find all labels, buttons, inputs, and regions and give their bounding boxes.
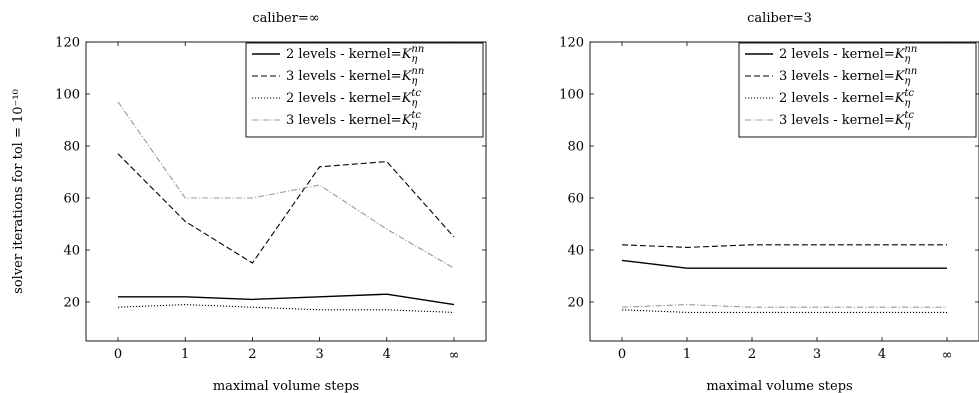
series-line-3: [117, 304, 455, 313]
y-tick-label: 120: [559, 36, 584, 51]
y-tick-label: 100: [559, 88, 584, 103]
legend-entry: 2 levels - kernel=Kηtc: [286, 88, 421, 109]
y-tick-label: 20: [567, 296, 584, 311]
series-line-1: [118, 293, 455, 306]
x-tick-label: 0: [618, 347, 626, 362]
x-tick-label: ∞: [449, 348, 460, 363]
legend-entry: 2 levels - kernel=Kηtc: [779, 88, 914, 109]
x-tick-label: ∞: [942, 348, 953, 363]
y-tick-label: 40: [567, 244, 584, 259]
chart-title: caliber=3: [747, 11, 812, 26]
y-tick-label: 120: [55, 36, 80, 51]
legend-entry: 2 levels - kernel=Kηnn: [286, 44, 424, 65]
y-axis-label: solver iterations for tol = 10⁻¹⁰: [11, 89, 26, 294]
legend-entry: 3 levels - kernel=Kηnn: [286, 66, 424, 87]
y-tick-label: 80: [567, 140, 584, 155]
y-tick-label: 80: [63, 140, 80, 155]
x-tick-label: 1: [181, 347, 189, 362]
plot-frame: [589, 41, 979, 342]
legend-entry: 2 levels - kernel=Kηnn: [779, 44, 917, 65]
y-tick-label: 100: [55, 88, 80, 103]
x-tick-label: 2: [748, 347, 756, 362]
legend-entry: 3 levels - kernel=Kηtc: [779, 110, 914, 131]
legend-box: [738, 42, 977, 138]
chart-panel-2: 20 40 60 80 100 120 0 1 2 3 4 ∞ caliber=3 maximal vol…: [559, 11, 979, 393]
x-tick-label: 2: [248, 347, 256, 362]
y-tick-label: 60: [63, 192, 80, 207]
x-tick-label: 3: [315, 347, 323, 362]
x-tick-label: 1: [683, 347, 691, 362]
series-line-4: [621, 304, 947, 308]
y-tick-label: 40: [63, 244, 80, 259]
y-tick-label: 60: [567, 192, 584, 207]
x-tick-label: 3: [813, 347, 821, 362]
legend-box: [245, 42, 484, 138]
legend-entry: 3 levels - kernel=Kηnn: [779, 66, 917, 87]
y-tick-label: 20: [63, 296, 80, 311]
series-line-3: [621, 309, 947, 313]
plot-frame: [85, 41, 487, 342]
chart-panel-1: 20 40 60 80 100 120 0 1 2 3 4 ∞ caliber=∞ maximal vol…: [11, 11, 487, 393]
legend-entry: 3 levels - kernel=Kηtc: [286, 110, 421, 131]
chart-title: caliber=∞: [252, 11, 319, 26]
series-line-2: [621, 244, 947, 248]
series-line-1: [621, 259, 947, 269]
x-tick-label: 4: [878, 347, 886, 362]
x-axis-label: maximal volume steps: [706, 379, 852, 393]
series-line-4: [117, 101, 455, 269]
x-tick-label: 4: [383, 347, 391, 362]
x-axis-label: maximal volume steps: [213, 379, 359, 393]
series-line-2: [117, 153, 455, 264]
x-tick-label: 0: [114, 347, 122, 362]
